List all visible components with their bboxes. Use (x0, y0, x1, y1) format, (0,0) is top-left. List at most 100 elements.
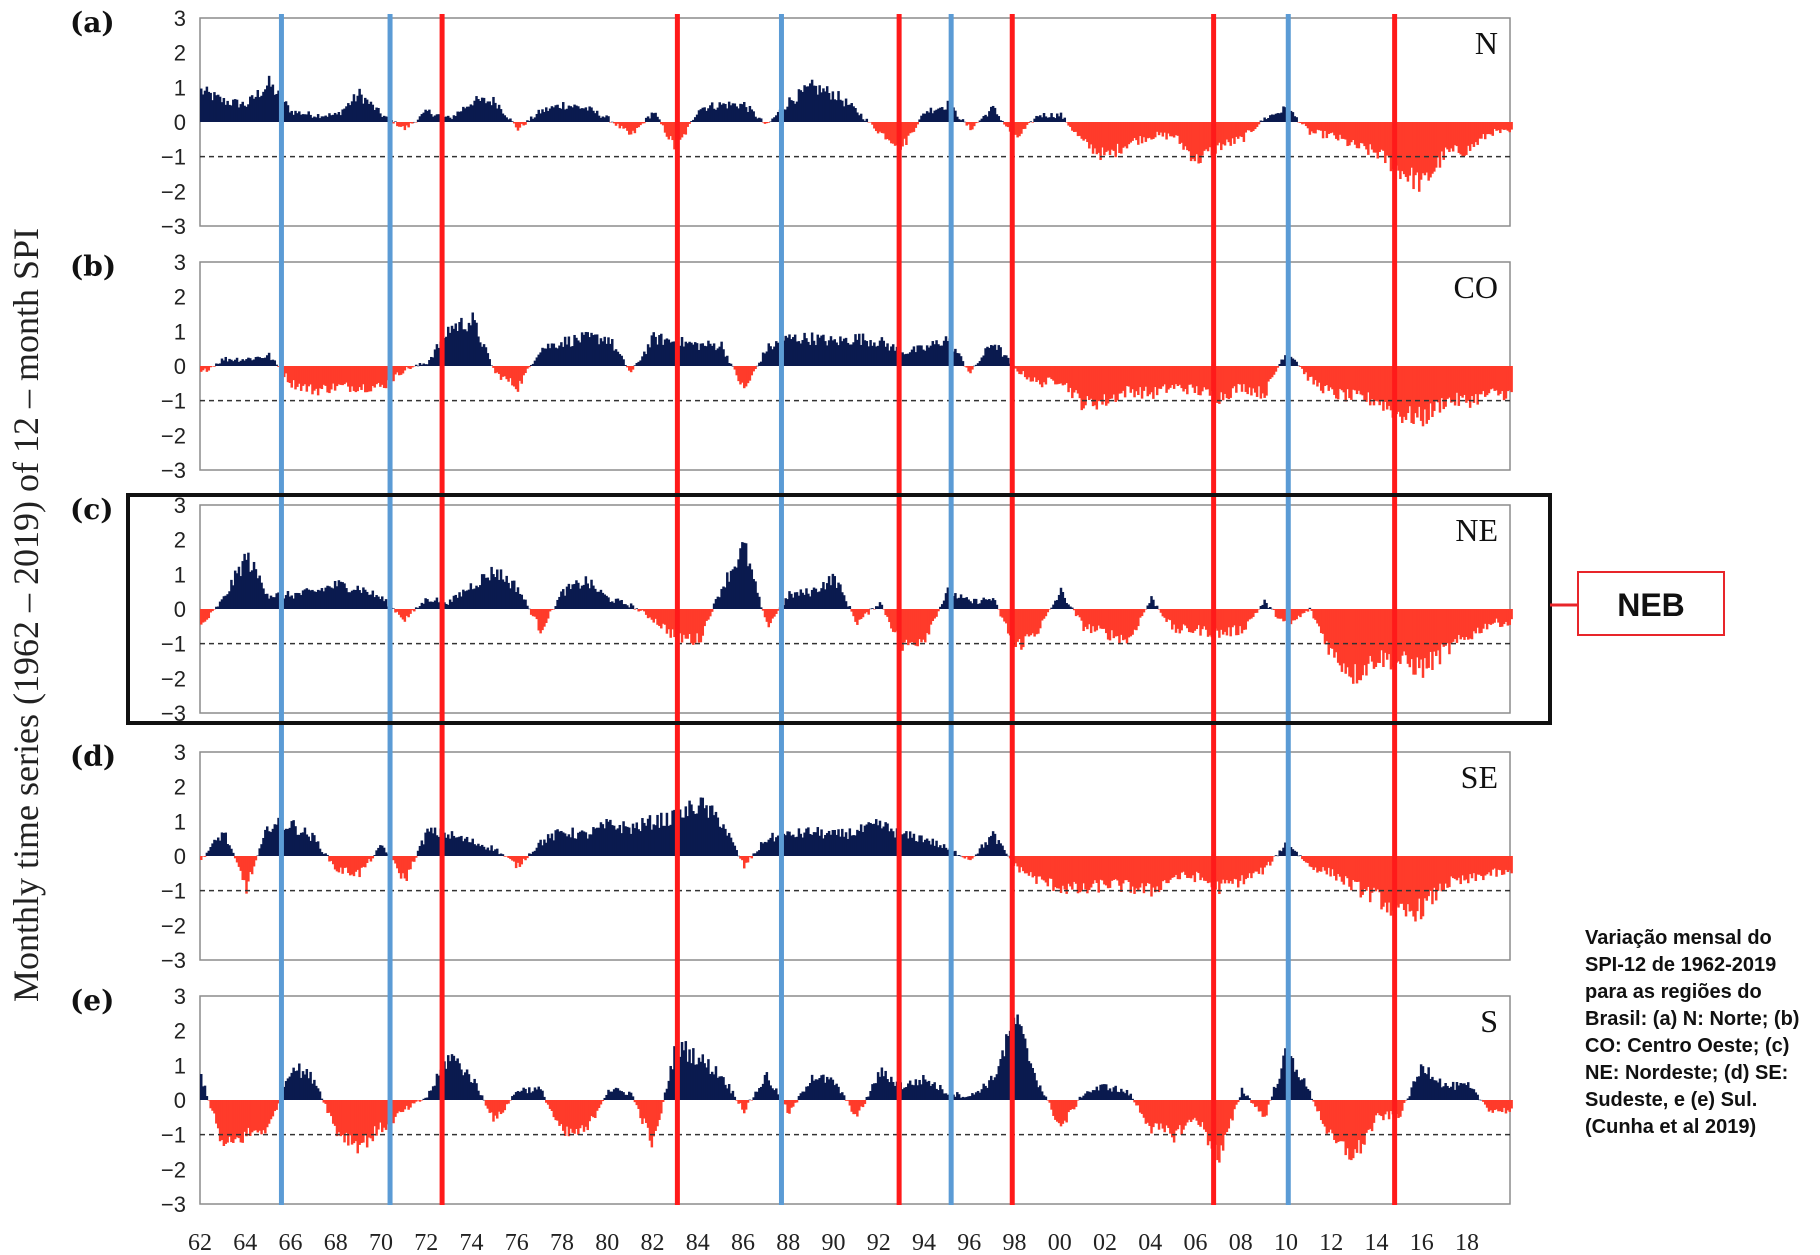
spi-bar (616, 1088, 620, 1100)
spi-bar (1416, 609, 1419, 658)
spi-bar (993, 600, 997, 609)
spi-bar (1318, 856, 1321, 872)
spi-bar (520, 122, 524, 124)
spi-bar (1368, 609, 1372, 656)
spi-bar (1208, 856, 1212, 883)
spi-bar (401, 122, 405, 127)
spi-bar (1193, 366, 1197, 393)
spi-bar (1474, 122, 1478, 143)
spi-bar (797, 89, 801, 122)
spi-bar (1506, 1100, 1510, 1111)
figure-caption: Variação mensal do SPI-12 de 1962-2019 p… (1585, 927, 1800, 1138)
spi-bar (1499, 122, 1502, 134)
spi-bar (1110, 856, 1114, 881)
spi-bar (318, 1091, 322, 1100)
spi-bar (1206, 366, 1210, 390)
spi-bar (633, 122, 637, 134)
spi-bar (550, 833, 554, 856)
panel-letter: (c) (70, 493, 114, 526)
y-tick-label: −3 (161, 1192, 186, 1217)
spi-bar (692, 609, 695, 645)
spi-bar (1380, 366, 1383, 401)
spi-bar (548, 838, 552, 856)
spi-bar (803, 832, 806, 856)
spi-bar (861, 1100, 865, 1108)
spi-bar (428, 1090, 431, 1100)
spi-bar (482, 1099, 486, 1101)
spi-bar (1265, 366, 1268, 396)
spi-bar (1099, 366, 1102, 400)
spi-bar (1042, 1095, 1046, 1100)
spi-bar (1150, 366, 1153, 393)
spi-bar (861, 609, 865, 618)
spi-bar (812, 340, 816, 366)
spi-bar (1035, 856, 1038, 884)
spi-bar (249, 1100, 252, 1136)
spi-bar (1201, 122, 1204, 156)
spi-bar (1325, 122, 1329, 139)
spi-bar (1314, 122, 1317, 134)
spi-bar (409, 122, 412, 124)
spi-bar (841, 100, 844, 122)
spi-bar (880, 337, 884, 366)
spi-bar (599, 1100, 603, 1105)
spi-bar (1502, 609, 1506, 625)
spi-bar (430, 601, 433, 609)
spi-bar (539, 839, 542, 856)
spi-bar (1255, 366, 1259, 397)
spi-bar (1367, 856, 1370, 887)
spi-bar (609, 343, 612, 366)
spi-bar (1174, 1100, 1178, 1131)
spi-bar (420, 602, 424, 609)
spi-bar (735, 366, 738, 376)
x-tick-label: 88 (776, 1230, 800, 1251)
spi-bar (1018, 1024, 1021, 1100)
spi-bar (1131, 1098, 1134, 1100)
spi-bar (463, 329, 467, 366)
spi-bar (663, 122, 667, 133)
spi-bar (362, 1100, 365, 1143)
spi-bar (1016, 366, 1019, 372)
spi-bar (1485, 366, 1489, 396)
spi-bar (1310, 856, 1314, 868)
spi-bar (1204, 122, 1208, 150)
spi-bar (228, 358, 231, 366)
spi-bar (341, 366, 344, 386)
spi-bar (1417, 856, 1421, 899)
spi-bar (995, 114, 999, 122)
spi-bar (477, 336, 480, 366)
spi-bar (1242, 1093, 1246, 1100)
spi-bar (858, 115, 861, 122)
spi-bar (991, 345, 995, 366)
spi-bar (435, 114, 439, 122)
spi-bar (667, 1080, 671, 1100)
spi-bar (918, 1079, 921, 1100)
spi-bar (726, 1088, 729, 1100)
spi-bar (539, 113, 542, 122)
spi-bar (801, 592, 804, 609)
spi-bar (1474, 366, 1478, 395)
spi-bar (1504, 1100, 1508, 1114)
spi-bar (567, 834, 571, 856)
spi-bar (839, 99, 842, 122)
spi-bar (599, 338, 603, 366)
spi-bar (1176, 366, 1180, 387)
spi-bar (1172, 1100, 1176, 1143)
spi-bar (1154, 366, 1157, 388)
spi-bar (1093, 1090, 1097, 1100)
spi-bar (1003, 1056, 1006, 1100)
spi-bar (1472, 856, 1476, 874)
spi-bar (494, 577, 497, 609)
spi-bar (1244, 609, 1248, 630)
spi-bar (382, 115, 386, 122)
spi-bar (1233, 366, 1236, 387)
spi-bar (937, 609, 940, 612)
spi-bar (1033, 1072, 1036, 1100)
spi-bar (882, 122, 886, 134)
spi-bar (326, 854, 329, 856)
spi-bar (1182, 122, 1185, 150)
spi-bar (997, 840, 1001, 856)
x-tick-label: 96 (957, 1230, 981, 1251)
spi-bar (309, 366, 312, 385)
spi-bar (908, 352, 912, 366)
